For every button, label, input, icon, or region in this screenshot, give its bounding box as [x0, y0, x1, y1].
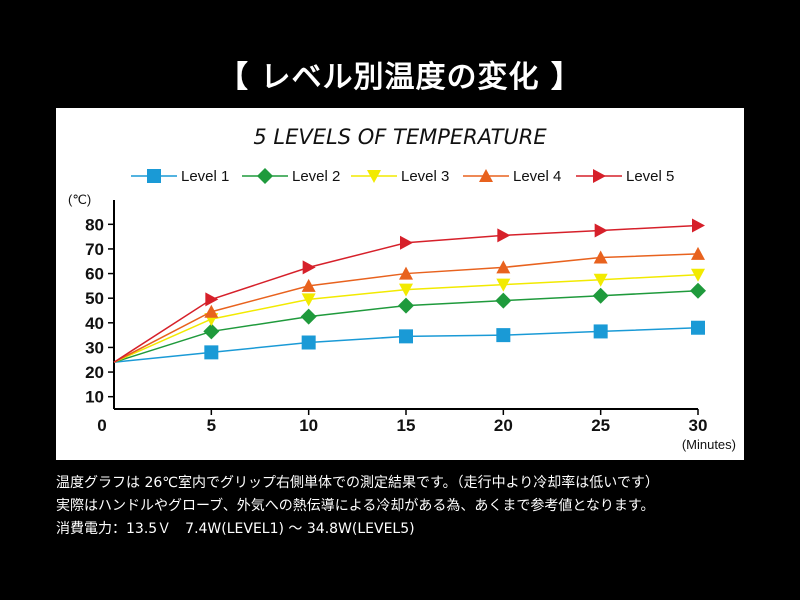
data-point [497, 228, 511, 243]
y-tick-label: 60 [85, 265, 104, 284]
legend-marker [257, 168, 273, 184]
legend-marker [147, 169, 161, 183]
y-tick-label: 10 [85, 388, 104, 407]
data-point [302, 260, 316, 275]
data-point [203, 323, 220, 340]
y-tick-label: 70 [85, 240, 104, 259]
measurement-note: 温度グラフは 26℃室内でグリップ右側単体での測定結果です。（走行中より冷却率は… [56, 475, 659, 491]
data-point [593, 273, 608, 287]
data-point [496, 328, 511, 343]
x-tick-label: 20 [494, 416, 513, 435]
data-point [496, 260, 511, 274]
data-point [204, 345, 219, 360]
data-point [399, 283, 413, 297]
data-point [301, 278, 316, 292]
x-tick-label: 25 [591, 416, 610, 435]
data-point [593, 324, 608, 339]
legend-marker [367, 170, 381, 183]
page-heading: 【 レベル別温度の変化 】 [218, 60, 582, 95]
y-tick-label: 40 [85, 314, 104, 333]
data-point [496, 278, 511, 292]
data-point [690, 282, 706, 299]
data-point [592, 287, 609, 304]
y-tick-label: 20 [85, 363, 104, 382]
x-axis-unit: (Minutes) [682, 437, 736, 452]
data-point [301, 335, 316, 350]
x-tick-label: 15 [397, 416, 416, 435]
x-tick-label: 10 [299, 416, 318, 435]
data-point [400, 235, 413, 250]
data-point [300, 308, 317, 325]
power-consumption-note: 消費電力：13.5Ｖ 7.4W(LEVEL1) ～ 34.8W(LEVEL5) [56, 521, 415, 537]
legend-label: Level 3 [401, 168, 449, 185]
x-tick-label: 5 [207, 416, 216, 435]
x-tick-label: 0 [97, 416, 106, 435]
data-point [593, 250, 608, 264]
y-tick-label: 30 [85, 338, 104, 357]
chart-panel: 5 LEVELS OF TEMPERATURE Level 1 Level 2 Lev… [56, 108, 744, 460]
data-point [399, 329, 413, 344]
legend-marker [593, 169, 606, 183]
cooling-note: 実際はハンドルやグローブ、外気への熱伝導による冷却がある為、あくまで参考値となり… [56, 498, 655, 514]
data-point [398, 297, 414, 314]
y-axis-unit: (℃) [68, 192, 91, 207]
data-point [205, 292, 219, 307]
data-point [692, 218, 705, 233]
legend-label: Level 4 [513, 168, 561, 185]
temperature-chart: 5 LEVELS OF TEMPERATURE Level 1 Level 2 Lev… [68, 125, 736, 452]
data-point [691, 246, 705, 260]
chart-title: 5 LEVELS OF TEMPERATURE [253, 125, 547, 149]
x-tick-label: 30 [689, 416, 708, 435]
legend-label: Level 2 [292, 168, 340, 185]
y-tick-label: 50 [85, 289, 104, 308]
legend-label: Level 5 [626, 168, 674, 185]
legend-label: Level 1 [181, 168, 229, 185]
data-point [691, 320, 705, 335]
legend-marker [479, 169, 493, 182]
data-point [399, 266, 413, 280]
data-point [691, 268, 705, 282]
data-point [594, 223, 608, 238]
data-point [301, 293, 316, 307]
data-point [495, 292, 512, 309]
data-point [204, 304, 219, 318]
y-tick-label: 80 [85, 215, 104, 234]
